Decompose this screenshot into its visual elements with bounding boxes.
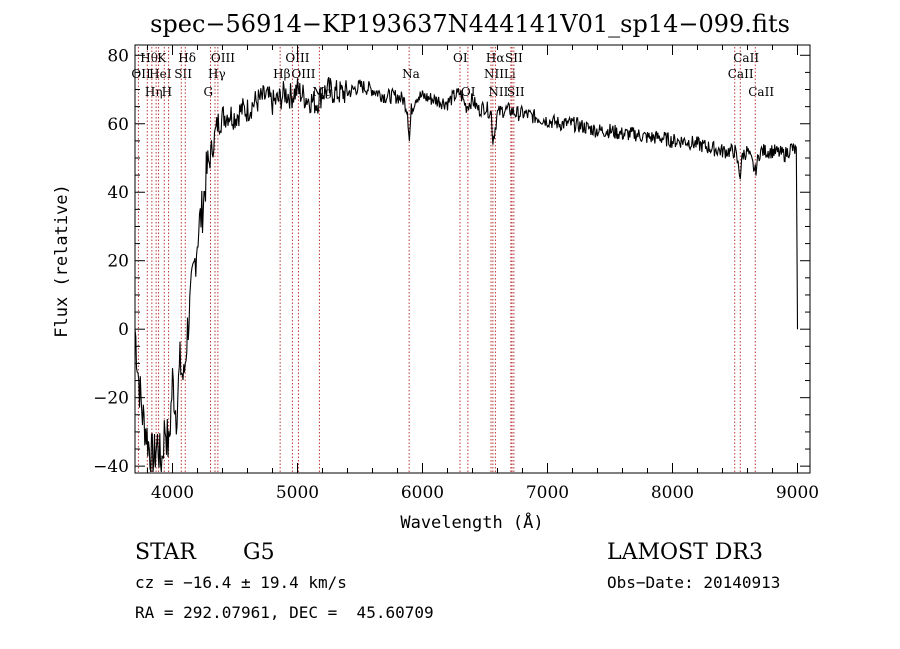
spectral-line-label: H [162,85,172,99]
spectral-line-label: Hθ [140,51,158,65]
spectral-line-label: Hδ [178,51,196,65]
x-tick-label: 8000 [651,483,694,503]
y-tick-label: 60 [107,115,129,135]
coordinates: RA = 292.07961, DEC = 45.60709 [135,603,434,622]
spectral-line-label: HeI [149,67,172,81]
line-marker-layer: OIIHθHηHeIKHSIIHδGHγOIIIHβOIIIOIIIMgNaOI… [131,47,774,473]
spectral-line-label: SII [507,85,525,99]
spectral-line-label: G [204,85,214,99]
spectral-line-label: Na [402,67,420,81]
y-tick-label: 0 [118,320,129,340]
x-tick-label: 5000 [276,483,319,503]
object-type: STAR [135,540,196,565]
x-axis-label: Wavelength (Å) [400,511,543,533]
x-tick-label: 6000 [401,483,444,503]
y-tick-label: 40 [107,183,129,203]
spectral-line-label: OI [453,51,468,65]
y-tick-label: 80 [107,46,129,66]
spectral-line-label: SII [174,67,192,81]
spectral-line-label: Hβ [273,67,290,81]
redshift-value: cz = −16.4 ± 19.4 km/s [135,573,347,592]
axis-layer: 4000 5000 6000 7000 8000 9000 −40 −20 0 20 40 60 80 [93,45,819,503]
spectral-line-label: Li [504,67,516,81]
spectral-line-label: CaII [728,67,754,81]
survey-name: LAMOST DR3 [607,540,763,565]
x-tick-label: 9000 [776,483,819,503]
y-tick-label: 20 [107,252,129,272]
spectrum-flux-line [134,77,799,473]
spectral-line-label: OIII [285,51,309,65]
plot-frame [134,44,811,474]
x-tick-label: 7000 [526,483,569,503]
spectral-line-label: Hη [145,85,163,99]
spectral-line-label: NII [484,67,504,81]
object-subclass: G5 [243,540,275,565]
spectral-line-label: OIII [291,67,315,81]
spectral-line-label: OII [131,67,151,81]
observation-date: Obs−Date: 20140913 [607,573,781,592]
spectral-line-label: CaII [733,51,759,65]
chart-title: spec−56914−KP193637N444141V01_sp14−099.f… [150,10,790,38]
spectral-line-label: OIII [211,51,235,65]
y-axis-label: Flux (relative) [52,184,72,338]
y-tick-label: −40 [93,457,129,477]
spectral-line-label: NII [488,85,508,99]
spectrum-data-layer [134,77,799,473]
x-tick-label: 4000 [151,483,194,503]
spectral-line-label: K [157,51,167,65]
spectral-line-label: Hγ [208,67,226,81]
y-tick-label: −20 [93,389,129,409]
spectral-line-label: CaII [748,85,774,99]
